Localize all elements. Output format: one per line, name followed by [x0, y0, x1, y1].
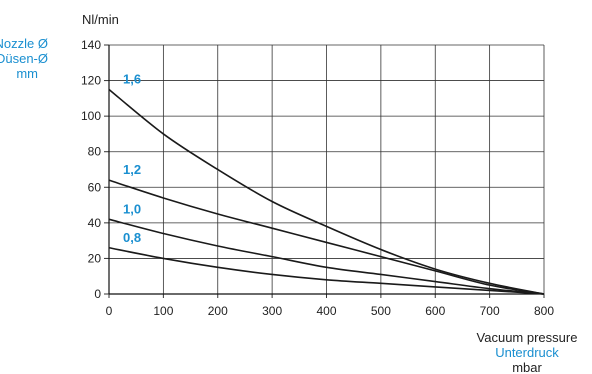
axes: [104, 44, 545, 298]
y-tick-label: 60: [88, 180, 102, 194]
grid: [108, 44, 545, 295]
labels: Nl/min Nozzle Ø Düsen-Ø mm Vacuum pressu…: [0, 12, 577, 374]
x-tick-label: 700: [480, 304, 500, 318]
y-tick-label: 80: [88, 145, 102, 159]
series-line-0-8: [108, 246, 545, 295]
x-tick-label: 800: [534, 304, 554, 318]
series-lines: [108, 88, 545, 295]
series-line-1-0: [108, 218, 545, 295]
series-label-1-0: 1,0: [123, 201, 141, 216]
x-tick-label: 200: [208, 304, 228, 318]
legend-title-line-2: Düsen-Ø: [0, 51, 48, 66]
x-tick-label: 100: [153, 304, 173, 318]
y-axis-unit: Nl/min: [82, 12, 119, 27]
legend-title-line-1: Nozzle Ø: [0, 36, 48, 51]
series-label-1-6: 1,6: [123, 71, 141, 86]
y-tick-label: 40: [88, 216, 102, 230]
x-axis-title-line-3: mbar: [512, 360, 542, 374]
y-tick-label: 0: [94, 287, 101, 301]
x-tick-label: 0: [106, 304, 113, 318]
legend-title-line-3: mm: [16, 66, 38, 81]
series-line-1-6: [108, 88, 545, 295]
x-tick-label: 600: [425, 304, 445, 318]
x-tick-label: 500: [371, 304, 391, 318]
y-tick-label: 20: [88, 251, 102, 265]
x-tick-label: 400: [316, 304, 336, 318]
y-tick-label: 100: [81, 109, 101, 123]
x-axis-title-line-1: Vacuum pressure: [477, 330, 578, 345]
x-tick-label: 300: [262, 304, 282, 318]
y-tick-label: 140: [81, 38, 101, 52]
series-line-1-2: [108, 179, 545, 295]
series-label-1-2: 1,2: [123, 162, 141, 177]
y-tick-label: 120: [81, 74, 101, 88]
series-label-0-8: 0,8: [123, 230, 141, 245]
x-axis-title-line-2: Unterdruck: [495, 345, 559, 360]
